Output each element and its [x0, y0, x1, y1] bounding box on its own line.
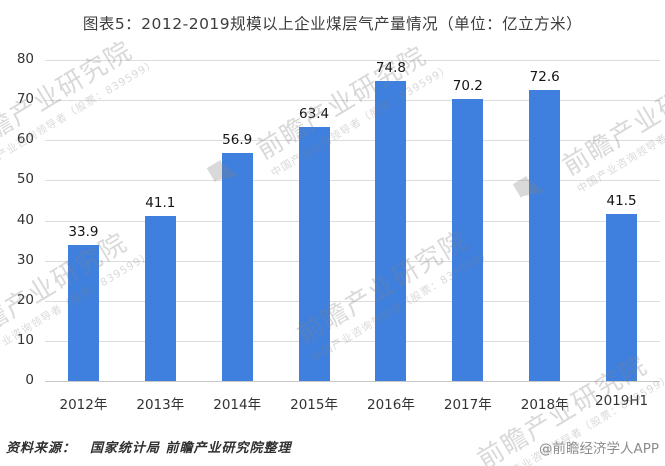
x-tick-label: 2014年 — [213, 397, 262, 413]
source-note: 资料来源： 国家统计局 前瞻产业研究院整理 — [6, 441, 292, 456]
y-tick-label: 70 — [16, 91, 34, 108]
chart-title: 图表5：2012-2019规模以上企业煤层气产量情况（单位：亿立方米） — [82, 15, 583, 33]
y-tick-label: 80 — [16, 51, 34, 67]
x-tick-label: 2015年 — [290, 397, 338, 413]
x-tick-label: 2016年 — [367, 397, 415, 413]
gridline — [45, 340, 660, 342]
value-label: 56.9 — [222, 131, 253, 148]
bar-2015年 — [298, 126, 330, 381]
gridline — [45, 100, 660, 102]
x-tick-label: 2013年 — [136, 397, 185, 413]
footer: 资料来源： 国家统计局 前瞻产业研究院整理 @前瞻经济学人APP — [0, 437, 665, 457]
y-tick-label: 20 — [16, 291, 34, 308]
y-tick-label: 50 — [16, 171, 34, 188]
gridline — [45, 140, 660, 142]
credit-note: @前瞻经济学人APP — [538, 441, 659, 457]
bar-2013年 — [144, 216, 176, 381]
value-label: 72.6 — [529, 68, 560, 85]
bar-2014年 — [221, 152, 253, 381]
x-tick-label: 2019H1 — [595, 393, 649, 409]
y-tick-label: 60 — [16, 131, 34, 148]
plot-area: 33.9 41.1 56.9 63.4 74.8 70.2 72.6 41.5 — [45, 59, 660, 382]
value-label: 33.9 — [68, 223, 99, 240]
gridline — [45, 220, 660, 222]
value-label: 63.4 — [299, 105, 330, 122]
bar-2019H1 — [606, 214, 638, 381]
bar-2016年 — [375, 80, 407, 381]
y-tick-label: 30 — [16, 251, 34, 268]
x-axis-line — [45, 381, 660, 382]
y-tick-label: 0 — [25, 372, 34, 388]
x-tick-label: 2017年 — [443, 397, 492, 413]
gridline — [45, 180, 660, 182]
y-tick-label: 10 — [16, 331, 34, 348]
x-axis-labels: 2012年 2013年 2014年 2015年 2016年 2017年 2018年 2019H… — [45, 393, 660, 413]
y-axis-labels: 0 10 20 30 40 50 60 70 80 — [0, 0, 36, 466]
bar-2012年 — [67, 244, 99, 381]
gridline — [45, 300, 660, 302]
x-tick-label: 2012年 — [59, 397, 108, 413]
gridline — [45, 260, 660, 262]
value-label: 41.5 — [606, 193, 637, 210]
value-label: 74.8 — [375, 59, 406, 76]
value-label: 70.2 — [452, 78, 483, 95]
bar-2017年 — [452, 99, 484, 381]
gridline — [45, 60, 660, 61]
y-tick-label: 40 — [16, 211, 34, 228]
bar-2018年 — [529, 89, 561, 381]
value-label: 41.1 — [145, 195, 176, 212]
x-tick-label: 2018年 — [520, 397, 569, 413]
